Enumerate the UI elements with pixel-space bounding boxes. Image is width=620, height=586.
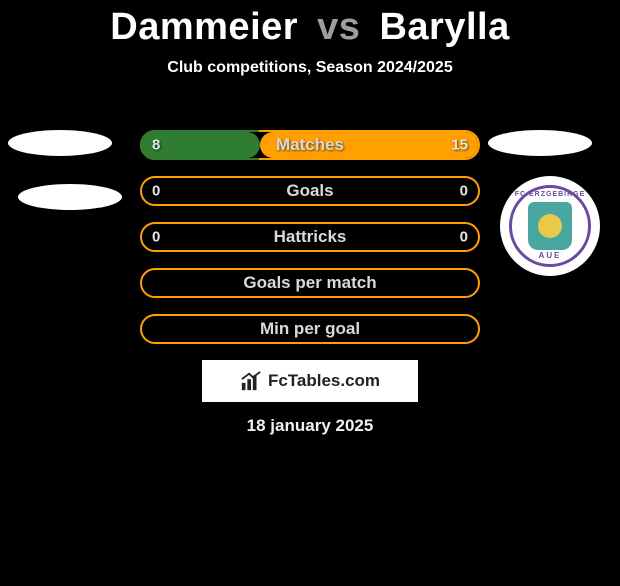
fctables-label: FcTables.com bbox=[268, 371, 380, 391]
avatar-placeholder-left-1 bbox=[8, 130, 112, 156]
stat-row: Goals per match bbox=[140, 268, 480, 298]
stat-bar: 0 0 Goals bbox=[140, 176, 480, 206]
club-badge: FC ERZGEBIRGE AUE bbox=[500, 176, 600, 276]
stat-right-value: 0 bbox=[460, 229, 468, 246]
club-ring-bottom: AUE bbox=[512, 251, 588, 260]
stat-left-value: 0 bbox=[152, 229, 160, 246]
player1-name: Dammeier bbox=[110, 6, 298, 48]
avatar-placeholder-left-2 bbox=[18, 184, 122, 210]
stat-left-value: 0 bbox=[152, 183, 160, 200]
stat-label: Min per goal bbox=[260, 319, 360, 339]
avatar-placeholder-right-1 bbox=[488, 130, 592, 156]
stat-bar: Min per goal bbox=[140, 314, 480, 344]
club-badge-inner: FC ERZGEBIRGE AUE bbox=[509, 185, 591, 267]
stat-row: Min per goal bbox=[140, 314, 480, 344]
stat-label: Matches bbox=[276, 135, 344, 155]
player2-name: Barylla bbox=[379, 6, 509, 48]
club-ring-top: FC ERZGEBIRGE bbox=[512, 191, 588, 198]
stat-bar: 0 0 Hattricks bbox=[140, 222, 480, 252]
stat-left-value: 8 bbox=[152, 137, 160, 154]
stat-label: Hattricks bbox=[274, 227, 347, 247]
club-shield-icon bbox=[528, 202, 572, 250]
stat-label: Goals per match bbox=[243, 273, 376, 293]
stat-label: Goals bbox=[286, 181, 333, 201]
stat-bar: 8 15 Matches bbox=[140, 130, 480, 160]
stat-row: 0 0 Hattricks bbox=[140, 222, 480, 252]
stat-bar: Goals per match bbox=[140, 268, 480, 298]
vs-label: vs bbox=[317, 6, 360, 48]
fctables-watermark: FcTables.com bbox=[202, 360, 418, 402]
bar-chart-icon bbox=[240, 370, 262, 392]
page-title: Dammeier vs Barylla bbox=[0, 6, 620, 49]
stat-right-value: 0 bbox=[460, 183, 468, 200]
stat-right-value: 15 bbox=[451, 137, 468, 154]
date-label: 18 january 2025 bbox=[0, 416, 620, 436]
stat-row: 0 0 Goals bbox=[140, 176, 480, 206]
club-shield-center-icon bbox=[538, 214, 562, 238]
subtitle: Club competitions, Season 2024/2025 bbox=[0, 59, 620, 77]
stat-row: 8 15 Matches bbox=[140, 130, 480, 160]
